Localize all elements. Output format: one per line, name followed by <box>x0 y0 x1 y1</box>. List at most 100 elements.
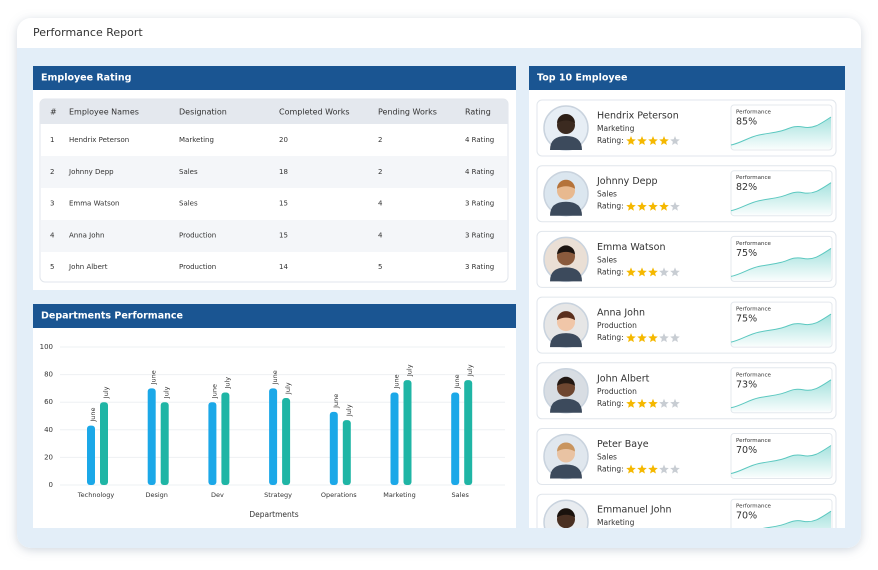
bar-series-label: July <box>223 377 231 390</box>
bar <box>208 402 217 485</box>
y-tick-label: 20 <box>44 453 53 461</box>
column-header: Completed Works <box>279 108 350 117</box>
table-cell: 4 <box>378 231 383 239</box>
avatar-hair <box>557 508 575 518</box>
bar-series-label: July <box>102 386 110 399</box>
star <box>648 333 658 343</box>
employee-name: Peter Baye <box>597 439 649 450</box>
y-tick-label: 60 <box>44 398 53 406</box>
table-cell: 15 <box>279 200 288 208</box>
star <box>659 267 669 277</box>
bar <box>160 402 169 485</box>
performance-label: Performance <box>736 241 771 247</box>
table-cell: 5 <box>50 263 54 271</box>
rating-label: Rating: <box>597 202 624 211</box>
bar-series-label: July <box>466 364 474 377</box>
column-header: # <box>50 108 57 117</box>
y-tick-label: 40 <box>44 426 53 434</box>
rating-label: Rating: <box>597 136 624 145</box>
employee-designation: Sales <box>597 255 617 264</box>
employee-list: Hendrix Peterson Marketing Rating: Performa… <box>536 99 837 528</box>
rating-stars <box>626 201 680 211</box>
star <box>637 333 647 343</box>
x-tick-label: Strategy <box>264 491 292 499</box>
employee-designation: Marketing <box>597 124 635 133</box>
star <box>659 333 669 343</box>
sparkline <box>730 379 832 409</box>
avatar-body <box>550 398 582 413</box>
table-cell: Johnny Depp <box>68 168 114 176</box>
table-cell: 5 <box>378 263 382 271</box>
table-cell: Sales <box>179 200 198 208</box>
sparkline-area <box>731 117 831 149</box>
bar <box>282 398 291 485</box>
column-header: Designation <box>179 108 227 117</box>
employee-designation: Production <box>597 321 637 330</box>
x-tick-label: Sales <box>452 491 470 499</box>
employee-name: Johnny Depp <box>596 176 658 187</box>
avatar-body <box>550 333 582 348</box>
x-tick-label: Dev <box>211 491 224 499</box>
table-cell: Sales <box>179 168 198 176</box>
employee-designation: Sales <box>597 190 617 199</box>
sparkline-area <box>731 314 831 347</box>
avatar-hair <box>557 376 575 386</box>
avatar-hair <box>557 245 575 255</box>
avatar-body <box>550 201 582 216</box>
employee-name: Hendrix Peterson <box>597 111 679 122</box>
bar-series-label: June <box>150 370 158 385</box>
bar-series-label: June <box>393 374 401 389</box>
bar <box>269 388 278 485</box>
performance-label: Performance <box>736 175 771 181</box>
performance-value: 70% <box>736 445 757 456</box>
table-cell: 1 <box>50 136 54 144</box>
bar-series-label: July <box>406 364 414 377</box>
rating-label: Rating: <box>597 399 624 408</box>
star <box>637 398 647 408</box>
employee-name: Anna John <box>597 308 645 319</box>
bar <box>451 392 460 485</box>
performance-value: 75% <box>736 314 757 325</box>
sparkline-area <box>765 511 831 528</box>
performance-label: Performance <box>736 372 771 378</box>
table-cell: Anna John <box>69 231 104 239</box>
bar-series-label: June <box>271 370 279 385</box>
performance-value: 70% <box>736 511 757 522</box>
sparkline <box>730 116 832 146</box>
rating-stars <box>626 267 680 277</box>
star <box>626 464 636 474</box>
panel-header <box>33 304 516 328</box>
employee-designation: Sales <box>597 453 617 462</box>
star <box>670 333 680 343</box>
bar-series-label: July <box>284 382 292 395</box>
star <box>626 333 636 343</box>
bar <box>100 402 108 485</box>
sparkline <box>730 445 832 474</box>
star <box>626 267 636 277</box>
table-cell: Hendrix Peterson <box>69 136 129 144</box>
sparkline <box>762 510 832 528</box>
bar-series-label: July <box>345 404 353 417</box>
mini-chart-box <box>730 498 833 528</box>
table-cell: 15 <box>279 231 288 239</box>
star <box>637 136 647 145</box>
rating-label: Rating: <box>597 465 624 474</box>
star <box>648 201 658 211</box>
performance-label: Performance <box>736 504 771 510</box>
employee-name: John Albert <box>596 373 650 384</box>
star <box>637 201 647 211</box>
rating-stars <box>626 136 680 145</box>
performance-value: 85% <box>736 117 757 128</box>
star <box>626 136 636 145</box>
star <box>648 464 658 474</box>
avatar-body <box>550 267 582 282</box>
x-axis-title: Departments <box>249 510 298 519</box>
bar-series-label: June <box>210 384 218 399</box>
table-cell: 3 Rating <box>465 200 494 208</box>
star <box>648 398 658 408</box>
table-cell: Marketing <box>179 136 214 144</box>
table-cell: 3 <box>50 200 54 208</box>
x-tick-label: Design <box>145 491 167 499</box>
performance-value: 75% <box>736 248 757 259</box>
